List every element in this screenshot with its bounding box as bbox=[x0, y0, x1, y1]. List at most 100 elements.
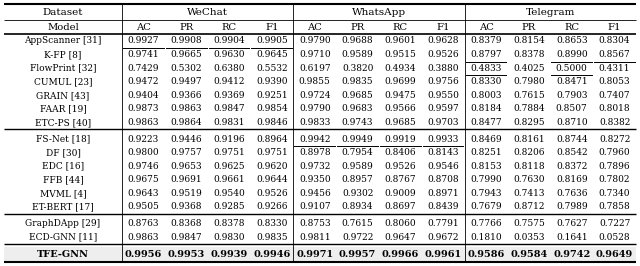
Text: 0.8382: 0.8382 bbox=[599, 118, 630, 127]
Text: 0.9620: 0.9620 bbox=[256, 162, 287, 171]
Text: 0.9589: 0.9589 bbox=[342, 162, 374, 171]
Text: 0.8653: 0.8653 bbox=[556, 36, 588, 45]
Text: 0.9366: 0.9366 bbox=[170, 91, 202, 100]
Text: 0.8206: 0.8206 bbox=[513, 148, 545, 157]
Text: 0.8507: 0.8507 bbox=[556, 104, 588, 113]
Text: 0.7960: 0.7960 bbox=[599, 148, 630, 157]
Text: 0.8934: 0.8934 bbox=[342, 202, 373, 211]
Text: F1: F1 bbox=[436, 23, 450, 32]
Text: 0.9957: 0.9957 bbox=[339, 250, 376, 259]
Text: 0.7575: 0.7575 bbox=[513, 219, 545, 228]
Text: 0.9908: 0.9908 bbox=[170, 36, 202, 45]
Text: 0.9597: 0.9597 bbox=[428, 104, 459, 113]
Text: 0.8251: 0.8251 bbox=[470, 148, 502, 157]
Text: 0.8990: 0.8990 bbox=[556, 50, 588, 59]
Text: 0.4934: 0.4934 bbox=[385, 64, 416, 73]
Text: 0.9835: 0.9835 bbox=[342, 77, 373, 86]
Text: AC: AC bbox=[307, 23, 322, 32]
Text: FS-Net [18]: FS-Net [18] bbox=[36, 135, 90, 144]
Text: 0.9699: 0.9699 bbox=[385, 77, 416, 86]
Text: 0.7407: 0.7407 bbox=[599, 91, 630, 100]
Text: 0.9864: 0.9864 bbox=[170, 118, 202, 127]
Text: 0.9683: 0.9683 bbox=[342, 104, 373, 113]
Text: 0.1810: 0.1810 bbox=[470, 232, 502, 242]
Text: 0.7429: 0.7429 bbox=[127, 64, 159, 73]
Text: 0.9665: 0.9665 bbox=[170, 50, 202, 59]
Text: 0.9847: 0.9847 bbox=[213, 104, 245, 113]
Text: 0.9919: 0.9919 bbox=[385, 135, 416, 144]
Text: 0.8295: 0.8295 bbox=[513, 118, 545, 127]
Text: 0.9905: 0.9905 bbox=[256, 36, 288, 45]
Text: F1: F1 bbox=[608, 23, 621, 32]
Text: 0.9835: 0.9835 bbox=[256, 232, 288, 242]
Text: MVML [4]: MVML [4] bbox=[40, 189, 86, 198]
Text: 0.8567: 0.8567 bbox=[598, 50, 630, 59]
Text: F1: F1 bbox=[265, 23, 278, 32]
Text: 0.8379: 0.8379 bbox=[470, 36, 502, 45]
Text: 0.9672: 0.9672 bbox=[428, 232, 459, 242]
Text: EDC [16]: EDC [16] bbox=[42, 162, 84, 171]
Text: 0.7615: 0.7615 bbox=[513, 91, 545, 100]
Text: 0.8744: 0.8744 bbox=[556, 135, 588, 144]
Text: 0.9630: 0.9630 bbox=[213, 50, 245, 59]
Text: 0.9946: 0.9946 bbox=[253, 250, 291, 259]
Text: 0.9223: 0.9223 bbox=[128, 135, 159, 144]
Text: 0.5000: 0.5000 bbox=[556, 64, 588, 73]
Text: FFB [44]: FFB [44] bbox=[43, 175, 83, 184]
Text: 0.8184: 0.8184 bbox=[470, 104, 502, 113]
Text: 0.9285: 0.9285 bbox=[213, 202, 245, 211]
Text: ETC-PS [40]: ETC-PS [40] bbox=[35, 118, 91, 127]
Text: 0.8169: 0.8169 bbox=[556, 175, 588, 184]
Text: 0.7989: 0.7989 bbox=[556, 202, 588, 211]
Text: 0.7802: 0.7802 bbox=[599, 175, 630, 184]
Text: 0.9703: 0.9703 bbox=[428, 118, 459, 127]
Text: ET-BERT [17]: ET-BERT [17] bbox=[32, 202, 94, 211]
Text: 0.9628: 0.9628 bbox=[428, 36, 459, 45]
Text: 0.9546: 0.9546 bbox=[428, 162, 459, 171]
Text: 0.9644: 0.9644 bbox=[256, 175, 288, 184]
Text: 0.9757: 0.9757 bbox=[170, 148, 202, 157]
Text: 0.9949: 0.9949 bbox=[342, 135, 373, 144]
Text: 0.9302: 0.9302 bbox=[342, 189, 373, 198]
Text: 0.9266: 0.9266 bbox=[256, 202, 287, 211]
Text: 0.9661: 0.9661 bbox=[213, 175, 245, 184]
Text: 0.9515: 0.9515 bbox=[385, 50, 417, 59]
Text: 0.9519: 0.9519 bbox=[170, 189, 202, 198]
Text: 0.9456: 0.9456 bbox=[299, 189, 331, 198]
Text: 0.7627: 0.7627 bbox=[556, 219, 588, 228]
Text: 0.9939: 0.9939 bbox=[211, 250, 248, 259]
Text: 0.9526: 0.9526 bbox=[256, 189, 288, 198]
Text: 0.7340: 0.7340 bbox=[599, 189, 630, 198]
Text: 0.8767: 0.8767 bbox=[385, 175, 416, 184]
Text: K-FP [8]: K-FP [8] bbox=[44, 50, 82, 59]
Text: 0.9742: 0.9742 bbox=[553, 250, 590, 259]
Text: 0.9790: 0.9790 bbox=[299, 104, 331, 113]
Text: ECD-GNN [11]: ECD-GNN [11] bbox=[29, 232, 97, 242]
Text: 0.7636: 0.7636 bbox=[556, 189, 588, 198]
Text: 0.9732: 0.9732 bbox=[299, 162, 330, 171]
Text: 0.7679: 0.7679 bbox=[470, 202, 502, 211]
Text: 0.9107: 0.9107 bbox=[299, 202, 331, 211]
Text: 0.9404: 0.9404 bbox=[127, 91, 159, 100]
Text: 0.7766: 0.7766 bbox=[470, 219, 502, 228]
Text: Model: Model bbox=[47, 23, 79, 32]
Text: 0.9390: 0.9390 bbox=[256, 77, 287, 86]
Text: 0.3880: 0.3880 bbox=[428, 64, 459, 73]
Text: AppScanner [31]: AppScanner [31] bbox=[24, 36, 102, 45]
Text: 0.8471: 0.8471 bbox=[556, 77, 588, 86]
Text: 0.8697: 0.8697 bbox=[385, 202, 416, 211]
Text: 0.9956: 0.9956 bbox=[125, 250, 162, 259]
Text: 0.8304: 0.8304 bbox=[599, 36, 630, 45]
Text: Telegram: Telegram bbox=[525, 7, 575, 16]
Text: 0.8964: 0.8964 bbox=[256, 135, 288, 144]
Text: 0.9710: 0.9710 bbox=[299, 50, 331, 59]
Text: 0.9741: 0.9741 bbox=[127, 50, 159, 59]
Text: 0.7990: 0.7990 bbox=[470, 175, 502, 184]
Text: 0.9251: 0.9251 bbox=[256, 91, 288, 100]
Text: 0.7630: 0.7630 bbox=[513, 175, 545, 184]
Text: 0.9873: 0.9873 bbox=[127, 104, 159, 113]
Text: DF [30]: DF [30] bbox=[45, 148, 81, 157]
Text: 0.8330: 0.8330 bbox=[470, 77, 502, 86]
Text: Dataset: Dataset bbox=[43, 7, 83, 16]
Text: GRAIN [43]: GRAIN [43] bbox=[36, 91, 90, 100]
